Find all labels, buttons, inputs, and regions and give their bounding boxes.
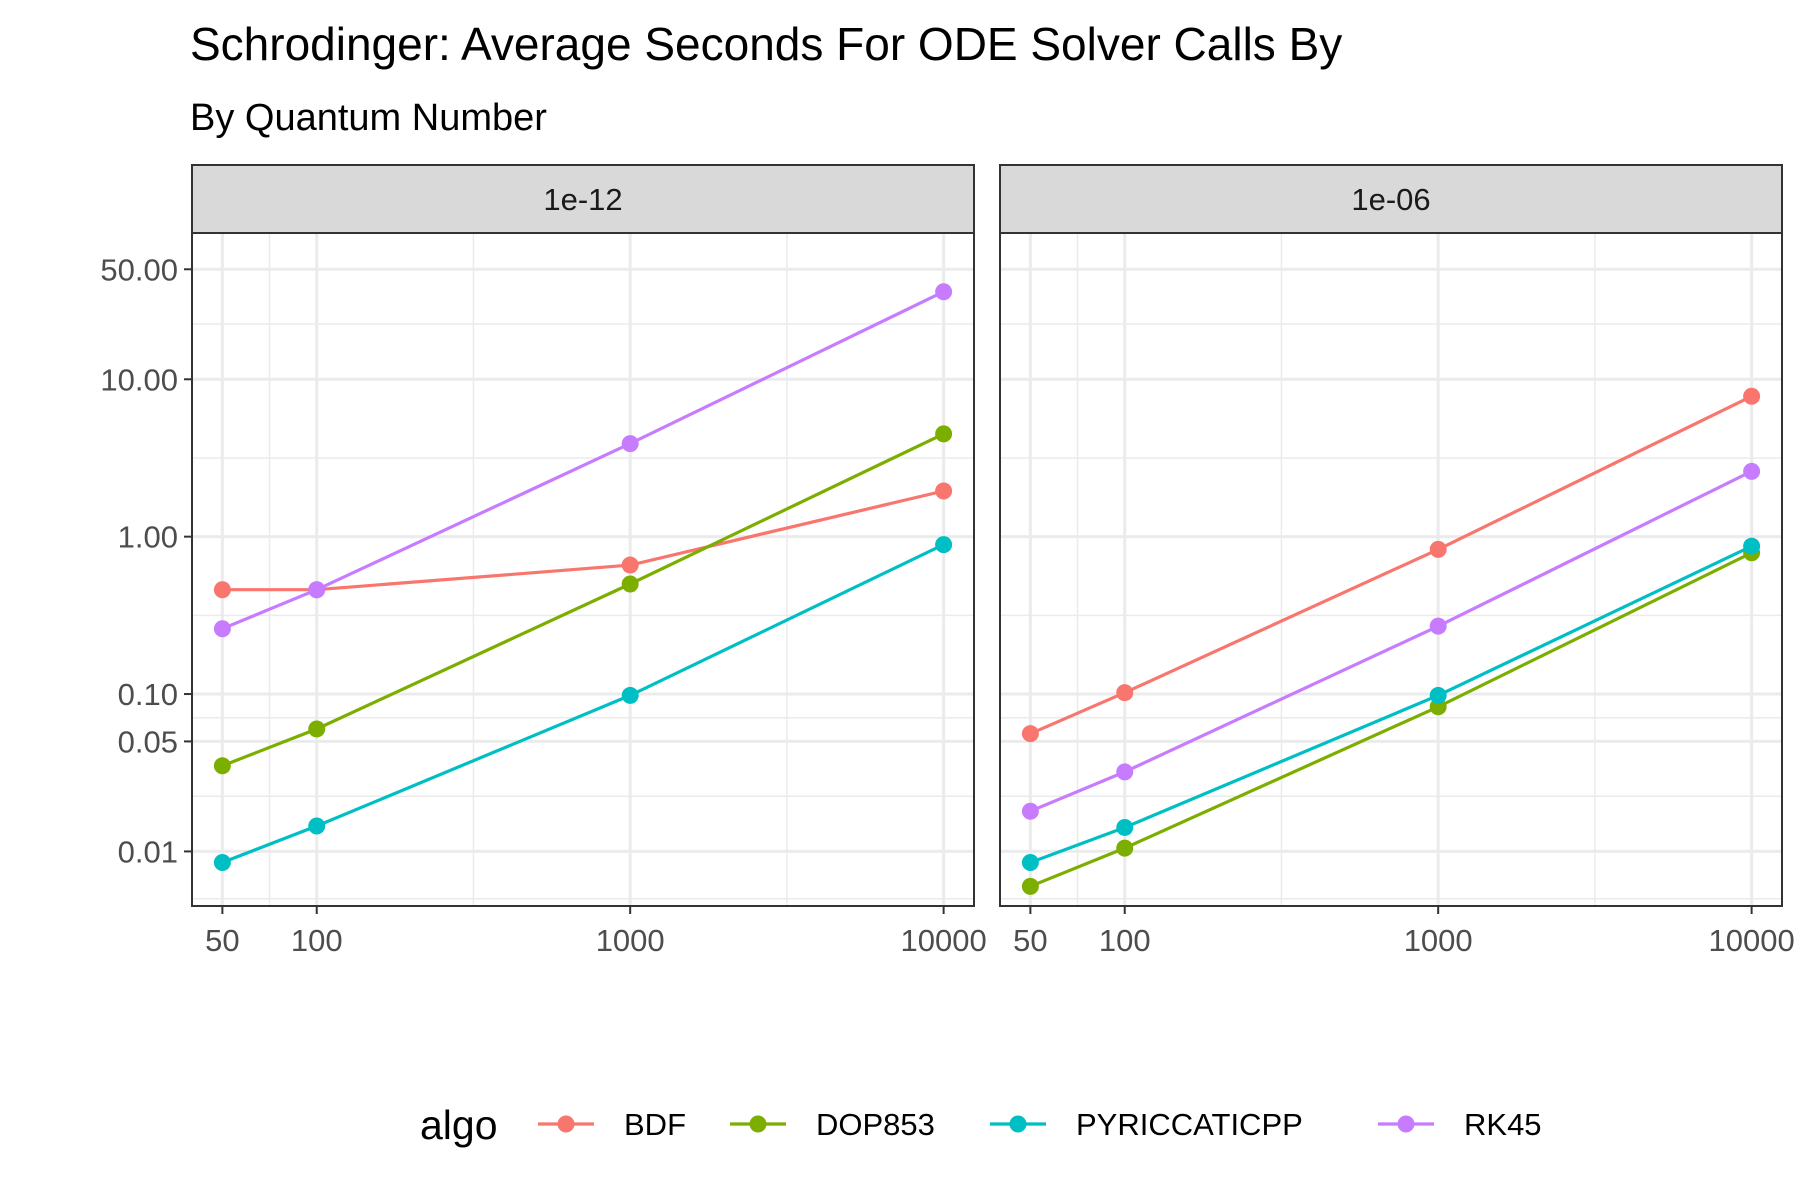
- legend-title: algo: [420, 1102, 498, 1148]
- data-point-rk45: [1021, 802, 1039, 820]
- panel-border: [191, 232, 975, 907]
- data-point-rk45: [308, 581, 326, 599]
- data-point-rk45: [213, 620, 231, 638]
- y-tick-label: 0.05: [118, 724, 178, 759]
- series-line-dop853: [1029, 551, 1753, 888]
- legend-key-point: [557, 1115, 575, 1133]
- series-line-rk45: [221, 290, 945, 631]
- data-point-bdf: [621, 556, 639, 574]
- data-point-pyriccaticpp: [935, 536, 953, 554]
- facet-panel: 1e-12 50 100 1000 10000 0.01 0.05 0.10 1.00 10.00…: [100, 164, 987, 958]
- data-point-bdf: [1743, 387, 1761, 405]
- y-tick-label: 50.00: [100, 252, 178, 287]
- data-point-dop853: [935, 425, 953, 443]
- legend: algo BDF DOP853 PYRICCATICPP RK45: [420, 1102, 1542, 1148]
- y-tick-label: 0.10: [118, 677, 178, 712]
- series-line-pyriccaticpp: [1029, 544, 1753, 865]
- data-point-pyriccaticpp: [1743, 537, 1761, 555]
- legend-item-pyriccaticpp: PYRICCATICPP: [1076, 1107, 1303, 1142]
- data-point-dop853: [1021, 877, 1039, 895]
- x-tick-label: 10000: [1709, 923, 1795, 958]
- x-tick-label: 50: [205, 923, 239, 958]
- legend-key-point: [1009, 1115, 1027, 1133]
- x-tick-label: 10000: [901, 923, 987, 958]
- x-tick-label: 1000: [596, 923, 665, 958]
- data-point-rk45: [935, 283, 953, 301]
- series-line-dop853: [221, 432, 945, 768]
- data-point-pyriccaticpp: [1021, 854, 1039, 872]
- data-point-bdf: [1116, 684, 1134, 702]
- data-point-rk45: [1429, 617, 1447, 635]
- x-tick-label: 1000: [1404, 923, 1473, 958]
- x-tick-label: 100: [1099, 923, 1151, 958]
- x-tick-label: 50: [1013, 923, 1047, 958]
- data-point-pyriccaticpp: [213, 854, 231, 872]
- data-point-rk45: [1743, 462, 1761, 480]
- chart-subtitle: By Quantum Number: [190, 97, 547, 139]
- x-tick-label: 100: [291, 923, 343, 958]
- facet-strip-label: 1e-12: [543, 182, 622, 217]
- facet-panels: 1e-12 50 100 1000 10000 0.01 0.05 0.10 1.00 10.00…: [100, 164, 1795, 958]
- facet-panel: 1e-06 50 100 1000 10000: [999, 164, 1795, 958]
- data-point-bdf: [213, 581, 231, 599]
- legend-item-rk45: RK45: [1464, 1107, 1542, 1142]
- data-point-dop853: [621, 575, 639, 593]
- data-point-pyriccaticpp: [621, 686, 639, 704]
- data-point-bdf: [1021, 725, 1039, 743]
- legend-key-point: [749, 1115, 767, 1133]
- chart-title: Schrodinger: Average Seconds For ODE Sol…: [190, 18, 1342, 70]
- facet-strip-label: 1e-06: [1351, 182, 1430, 217]
- panel-border: [999, 232, 1783, 907]
- data-point-dop853: [1116, 839, 1134, 857]
- data-point-pyriccaticpp: [308, 817, 326, 835]
- data-point-rk45: [1116, 763, 1134, 781]
- legend-key-point: [1397, 1115, 1415, 1133]
- series-line-bdf: [1029, 394, 1753, 736]
- data-point-pyriccaticpp: [1429, 686, 1447, 704]
- y-tick-label: 10.00: [100, 362, 178, 397]
- data-point-dop853: [308, 720, 326, 738]
- legend-item-bdf: BDF: [624, 1107, 686, 1142]
- y-tick-label: 0.01: [118, 834, 178, 869]
- data-point-dop853: [213, 757, 231, 775]
- series-line-pyriccaticpp: [221, 543, 945, 864]
- data-point-bdf: [935, 482, 953, 500]
- data-point-bdf: [1429, 540, 1447, 558]
- legend-item-dop853: DOP853: [816, 1107, 935, 1142]
- facet-strip: [999, 164, 1783, 234]
- data-point-pyriccaticpp: [1116, 818, 1134, 836]
- series-line-rk45: [1029, 469, 1753, 813]
- facet-strip: [191, 164, 975, 234]
- data-point-rk45: [621, 435, 639, 453]
- series-line-bdf: [222, 489, 944, 592]
- y-tick-label: 1.00: [118, 520, 178, 555]
